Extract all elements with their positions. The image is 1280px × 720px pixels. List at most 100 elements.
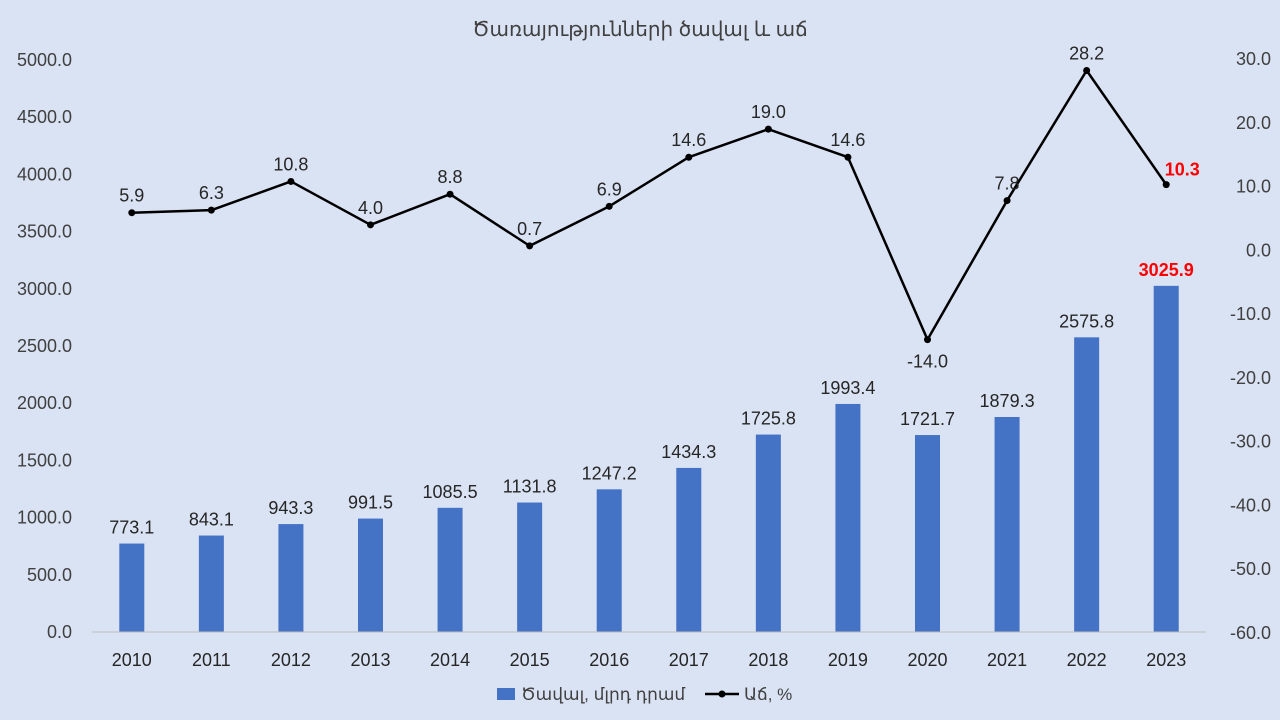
right-axis-tick-label: 10.0: [1236, 177, 1271, 197]
line-point: [207, 206, 215, 214]
growth-line-path: [131, 69, 1168, 341]
line-value-label: 5.9: [119, 186, 144, 206]
line-value-label: 4.0: [358, 198, 383, 218]
line-point: [844, 153, 852, 161]
x-axis-tick-label: 2010: [112, 650, 152, 670]
x-axis-tick-label: 2023: [1146, 650, 1186, 670]
bar-value-label: 1247.2: [582, 463, 637, 483]
right-axis-tick-label: -60.0: [1230, 623, 1271, 643]
right-axis-tick-label: 30.0: [1236, 49, 1271, 69]
line-point: [764, 125, 772, 133]
line-point: [446, 190, 454, 198]
bar: [517, 502, 543, 632]
bar: [358, 518, 383, 632]
bar: [1074, 337, 1100, 632]
line-value-label: 7.8: [995, 174, 1020, 194]
left-axis-tick-label: 3500.0: [17, 222, 72, 242]
x-axis-tick-label: 2022: [1067, 650, 1107, 670]
line-value-label: 10.3: [1165, 160, 1200, 180]
right-axis-tick-label: 20.0: [1236, 113, 1271, 133]
bar-value-label: 843.1: [189, 510, 234, 530]
bar-value-label: 1725.8: [741, 409, 796, 429]
bar-value-label: 1879.3: [980, 391, 1035, 411]
line-point: [367, 221, 374, 229]
left-axis-tick-label: 4000.0: [17, 164, 72, 184]
bar-value-label: 1721.7: [900, 409, 955, 429]
x-axis-tick-label: 2021: [987, 650, 1027, 670]
line-point: [1003, 197, 1011, 205]
bar: [119, 543, 145, 632]
legend-bar-label: Ծավալ, մլրդ դրամ: [521, 685, 685, 704]
left-y-axis: 0.0 500.0 1000.0 1500.0 2000.0 2500.0 3000.0 35…: [17, 50, 72, 642]
legend-line-marker: [718, 690, 726, 698]
x-axis-tick-label: 2015: [510, 650, 550, 670]
line-value-label: 6.3: [199, 183, 224, 203]
bar: [278, 524, 304, 632]
x-axis-tick-label: 2014: [430, 650, 470, 670]
line-value-label: 8.8: [438, 167, 463, 187]
line-value-label: 14.6: [671, 130, 706, 150]
right-axis-tick-label: -10.0: [1230, 304, 1271, 324]
bar-value-label: 943.3: [268, 498, 313, 518]
line-value-label: 14.6: [830, 130, 865, 150]
bar-value-label: 1131.8: [503, 477, 557, 497]
bar: [755, 434, 781, 632]
right-axis-tick-label: -40.0: [1230, 495, 1271, 515]
x-axis: 2010 2011 2012 2013 2014 2015 2016 2017 2018 2019…: [92, 631, 1206, 670]
volume-bars: [119, 285, 1179, 632]
chart-title: Ծառայությունների ծավալ և աճ: [472, 19, 807, 41]
line-value-label: 0.7: [517, 219, 542, 239]
left-axis-tick-label: 500.0: [27, 565, 72, 585]
x-axis-tick-label: 2011: [192, 650, 231, 670]
left-axis-tick-label: 1000.0: [17, 508, 72, 528]
left-axis-tick-label: 0.0: [47, 622, 72, 642]
line-value-label: 28.2: [1069, 43, 1104, 63]
left-axis-tick-label: 5000.0: [17, 50, 72, 70]
left-axis-tick-label: 3000.0: [17, 279, 72, 299]
bar-value-label: 773.1: [109, 518, 154, 538]
legend-bar-swatch: [497, 688, 515, 700]
x-axis-tick-label: 2019: [828, 650, 868, 670]
bar-value-label: 1993.4: [820, 378, 875, 398]
line-point: [685, 153, 693, 161]
bar-value-label: 991.5: [348, 493, 393, 513]
line-data-labels: 5.9 6.3 10.8 4.0 8.8 0.7 6.9 14.6 19.0 14.6 -14.0 7…: [119, 43, 1199, 371]
line-point: [128, 209, 136, 217]
bar: [596, 489, 622, 632]
x-axis-tick-label: 2017: [669, 650, 709, 670]
right-axis-tick-label: -30.0: [1230, 432, 1271, 452]
right-axis-tick-label: 0.0: [1246, 240, 1271, 260]
bar: [994, 417, 1020, 632]
line-value-label: 10.8: [273, 154, 308, 174]
legend-line-label: Աճ, %: [744, 685, 792, 704]
line-point: [1083, 66, 1091, 74]
bar-data-labels: 773.1 843.1 943.3 991.5 1085.5 1131.8 1247.2 14…: [109, 260, 1193, 538]
x-axis-tick-label: 2012: [271, 650, 311, 670]
bar-value-label: 3025.9: [1139, 260, 1194, 280]
x-axis-tick-label: 2020: [907, 650, 947, 670]
growth-line: [128, 66, 1170, 344]
line-point: [287, 177, 295, 185]
bar: [835, 403, 861, 632]
bar: [676, 467, 702, 632]
line-point: [526, 242, 534, 250]
bar-value-label: 2575.8: [1059, 311, 1114, 331]
right-axis-tick-label: -50.0: [1230, 559, 1271, 579]
left-axis-tick-label: 2000.0: [17, 393, 72, 413]
x-axis-tick-label: 2016: [589, 650, 629, 670]
line-point: [924, 336, 931, 344]
left-axis-tick-label: 2500.0: [17, 336, 72, 356]
bar-value-label: 1434.3: [661, 442, 716, 462]
right-axis-tick-label: -20.0: [1230, 368, 1271, 388]
bar: [915, 435, 940, 632]
right-y-axis: -60.0 -50.0 -40.0 -30.0 -20.0 -10.0 0.0 10.0 20.…: [1230, 49, 1271, 643]
line-point: [605, 202, 613, 210]
left-axis-tick-label: 1500.0: [17, 450, 72, 470]
bar: [1153, 285, 1179, 632]
line-value-label: -14.0: [907, 352, 948, 372]
x-axis-tick-label: 2018: [748, 650, 788, 670]
bar: [198, 535, 224, 632]
x-axis-tick-label: 2013: [350, 650, 390, 670]
